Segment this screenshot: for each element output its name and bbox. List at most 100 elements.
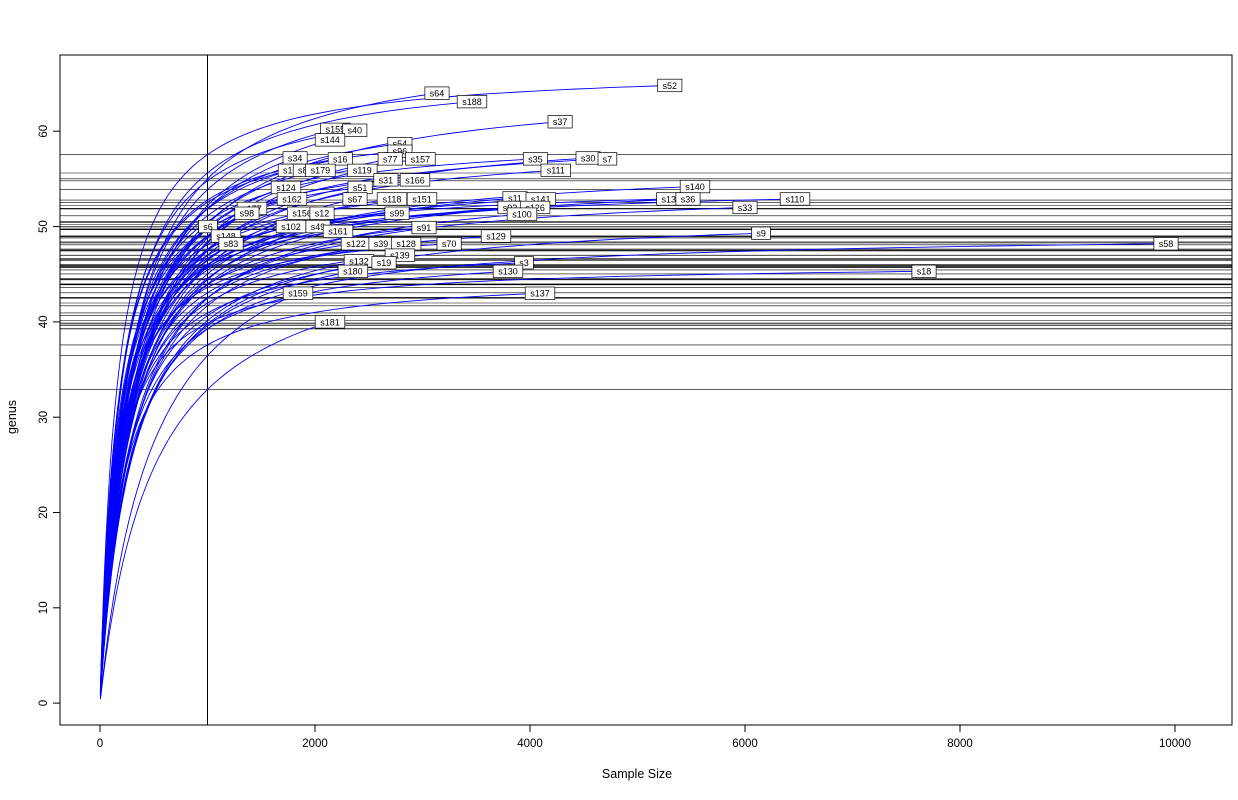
sample-label-text: s83	[224, 239, 239, 249]
sample-label-text: s157	[411, 154, 431, 164]
sample-label-s83: s83	[218, 237, 244, 251]
sample-label-text: s124	[276, 183, 296, 193]
y-tick-label: 50	[38, 220, 50, 233]
sample-label-text: s144	[320, 135, 340, 145]
sample-label-text: s7	[603, 154, 613, 164]
sample-label-text: s64	[430, 89, 445, 99]
y-tick-label: 40	[38, 316, 50, 329]
sample-label-s100: s100	[506, 207, 538, 221]
sample-label-s99: s99	[384, 206, 410, 220]
sample-label-s51: s51	[347, 180, 373, 195]
sample-label-s19: s19	[371, 256, 397, 270]
curve-s67	[99, 198, 356, 696]
sample-label-box	[675, 192, 701, 206]
sample-label-s119: s119	[347, 163, 378, 177]
sample-label-s128: s128	[390, 237, 422, 251]
sample-label-text: s91	[417, 223, 432, 233]
curve-s159	[99, 292, 299, 700]
sample-label-s70: s70	[436, 237, 462, 251]
sample-label-s9: s9	[751, 226, 771, 240]
sample-label-s162: s162	[276, 192, 308, 206]
sample-label-s118: s118	[376, 192, 408, 206]
sample-label-box	[480, 229, 512, 243]
sample-label-s111: s111	[540, 163, 571, 177]
sample-label-box	[342, 192, 368, 206]
sample-label-text: s148	[216, 232, 236, 242]
rarefaction-curves-layer	[99, 85, 1167, 700]
sample-label-text: s34	[288, 153, 303, 163]
sample-label-box	[779, 192, 811, 206]
sample-label-text: s54	[393, 139, 408, 149]
sample-label-text: s40	[348, 126, 363, 136]
sample-label-box	[751, 226, 771, 240]
sample-label-text: s6	[203, 222, 213, 232]
sample-label-text: s67	[348, 194, 363, 204]
y-tick-label: 60	[38, 125, 50, 138]
sample-label-s102: s102	[275, 219, 307, 234]
sample-label-text: s77	[383, 154, 398, 164]
sample-label-s77: s77	[377, 152, 403, 166]
sample-label-box	[411, 220, 437, 235]
sample-label-box	[309, 206, 335, 220]
sample-label-box	[314, 315, 346, 329]
x-tick-label: 2000	[302, 738, 328, 750]
sample-label-s18: s18	[911, 264, 937, 278]
sample-label-box	[399, 173, 431, 187]
sample-label-s166: s166	[399, 173, 431, 187]
sample-label-s7: s7	[597, 152, 618, 166]
curve-s58	[99, 243, 1167, 696]
sample-label-s151: s151	[406, 192, 438, 206]
curve-s128	[99, 243, 407, 695]
sample-label-s137: s137	[524, 286, 556, 300]
sample-label-s98: s98	[234, 206, 260, 220]
sample-label-text: s36	[681, 194, 696, 204]
sample-label-box	[911, 264, 937, 278]
sample-label-box	[371, 256, 397, 270]
sample-label-text: s100	[512, 210, 532, 220]
plot-box	[59, 54, 1233, 726]
sample-label-text: s35	[528, 154, 543, 164]
curve-s181	[99, 321, 331, 700]
sample-label-text: s49	[311, 222, 326, 232]
sample-label-text: s166	[405, 175, 425, 185]
sample-label-text: s11	[508, 193, 522, 203]
sample-label-s34: s34	[282, 151, 308, 165]
y-tick-label: 30	[38, 411, 50, 424]
sample-label-box	[342, 123, 368, 137]
sample-label-s30: s30	[575, 151, 601, 165]
sample-label-text: s161	[328, 227, 348, 237]
sample-label-text: s118	[383, 194, 402, 204]
sample-label-s13: s13	[656, 192, 682, 206]
sample-label-s124: s124	[270, 180, 302, 195]
sample-label-text: s151	[412, 194, 432, 204]
sample-label-text: s141	[531, 194, 551, 204]
sample-label-text: s58	[1159, 239, 1174, 249]
sample-label-s12: s12	[309, 206, 335, 220]
sample-label-s16: s16	[327, 152, 353, 166]
sample-label-box	[218, 237, 244, 251]
sample-label-text: s33	[738, 203, 753, 213]
sample-label-box	[547, 115, 573, 129]
sample-label-text: s181	[320, 317, 340, 327]
sample-label-text: s70	[442, 239, 457, 249]
sample-label-text: s137	[530, 289, 550, 299]
curve-s18	[99, 270, 925, 693]
sample-label-text: s140	[685, 182, 705, 192]
sample-label-s37: s37	[547, 115, 573, 129]
sample-label-text: s155	[326, 125, 346, 135]
curve-s33	[99, 207, 746, 696]
sample-label-s157: s157	[405, 152, 436, 166]
x-tick-label: 10000	[1159, 738, 1191, 750]
sample-label-text: s128	[396, 239, 416, 249]
sample-label-text: s39	[374, 239, 389, 249]
sample-label-text: s19	[377, 258, 392, 268]
sample-label-box	[327, 152, 353, 166]
sample-label-text: s119	[353, 166, 372, 176]
sample-label-s110: s110	[779, 192, 811, 206]
y-axis-title: genus	[5, 400, 19, 434]
sample-label-box	[405, 152, 436, 166]
sample-label-box	[506, 207, 538, 221]
sample-label-s181: s181	[314, 315, 346, 329]
sample-label-box	[282, 286, 314, 300]
sample-label-text: s180	[343, 267, 363, 277]
